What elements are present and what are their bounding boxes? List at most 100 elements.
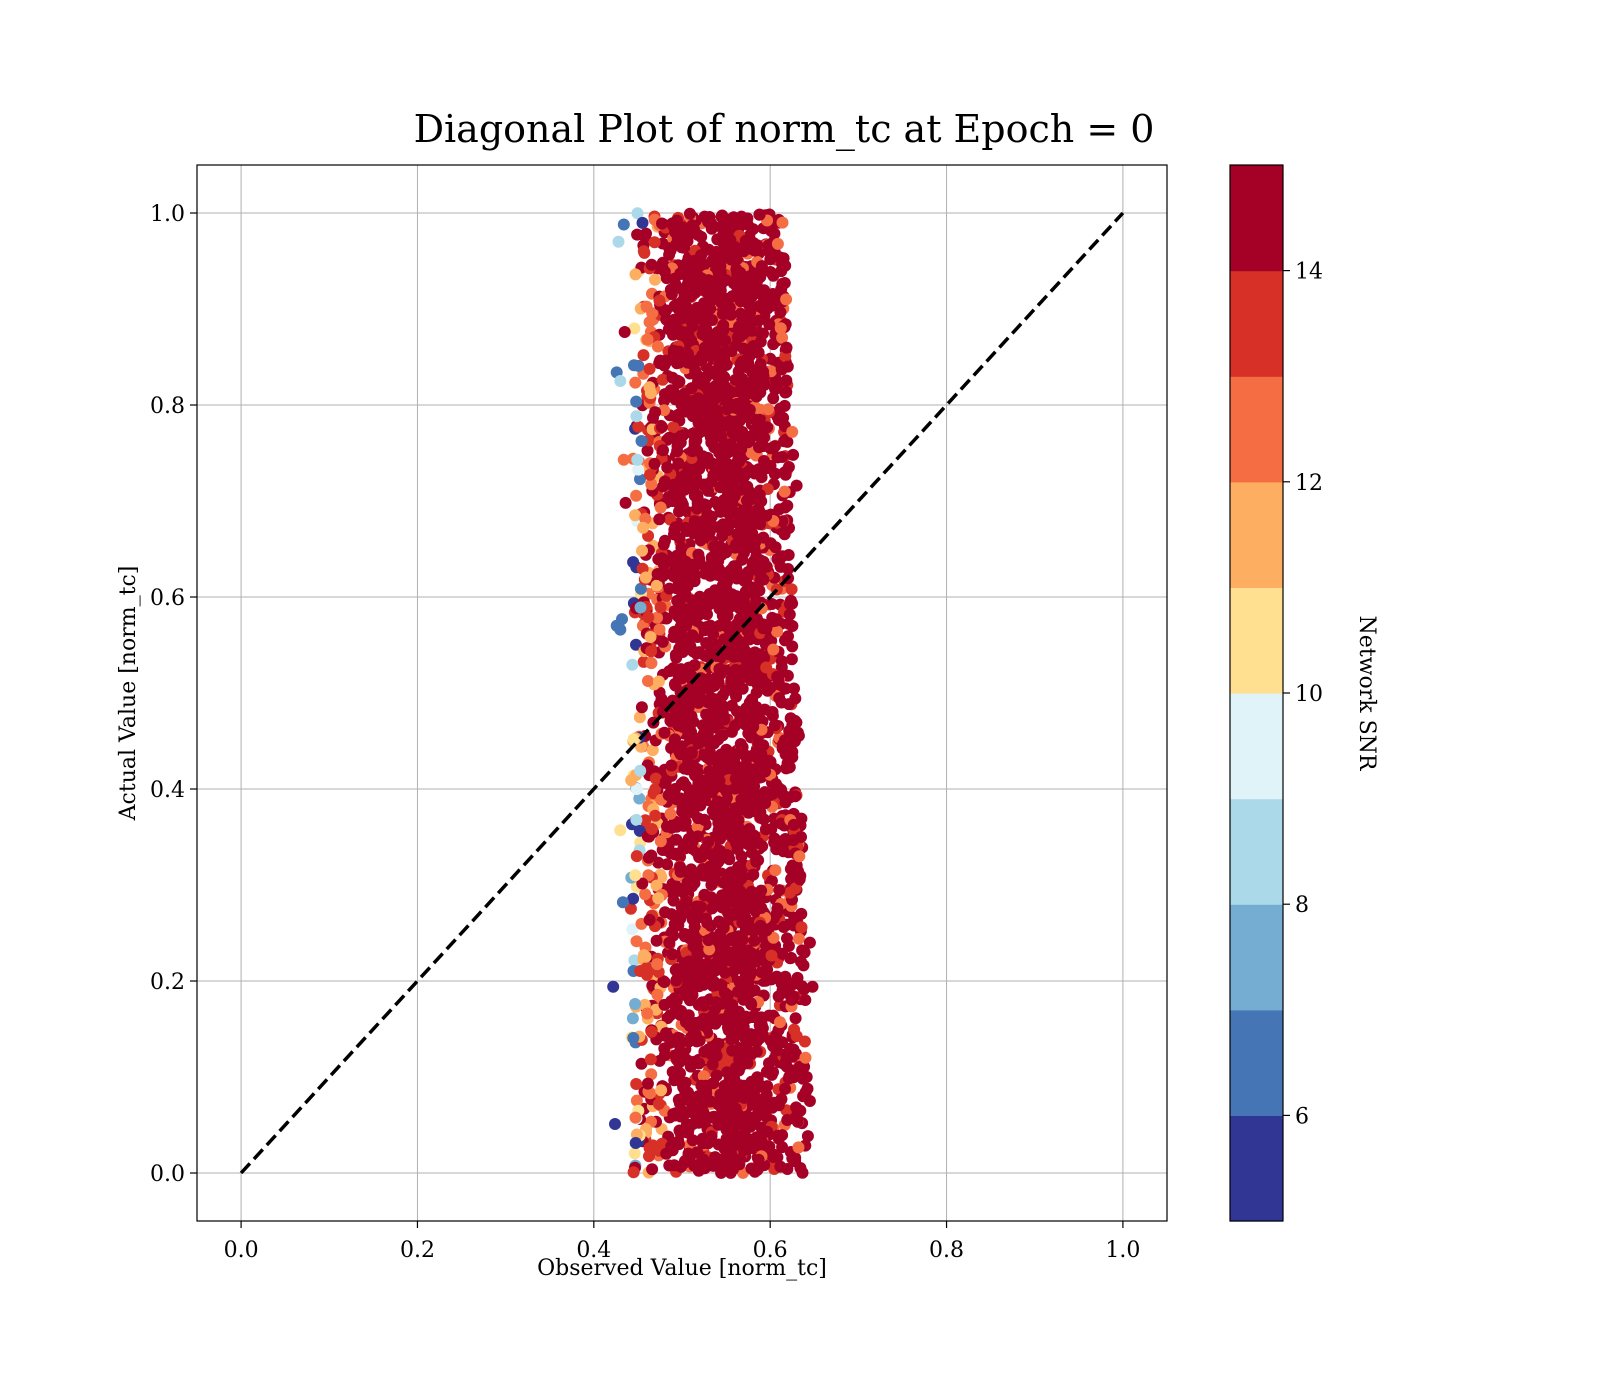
scatter-point	[718, 521, 731, 534]
scatter-point	[753, 1019, 766, 1032]
scatter-point	[635, 1057, 648, 1070]
scatter-point	[705, 222, 718, 235]
scatter-point	[709, 568, 722, 581]
scatter-point	[675, 778, 688, 790]
scatter-point	[793, 1060, 806, 1073]
scatter-point	[682, 1123, 695, 1136]
scatter-point	[692, 1116, 705, 1129]
scatter-point	[655, 421, 668, 433]
scatter-point	[703, 521, 716, 534]
scatter-point	[639, 512, 652, 525]
scatter-point	[765, 949, 778, 962]
scatter-point	[793, 873, 806, 886]
scatter-point	[775, 655, 788, 668]
scatter-point	[773, 692, 786, 705]
scatter-point	[666, 948, 679, 961]
scatter-point	[670, 709, 683, 721]
scatter-point	[688, 877, 701, 890]
colorbar-tick-label: 14	[1295, 260, 1323, 285]
scatter-point	[734, 709, 747, 722]
scatter-point	[752, 416, 765, 429]
x-tick-label: 0.8	[929, 1238, 964, 1263]
scatter-point	[761, 1080, 774, 1093]
scatter-point	[639, 888, 652, 901]
scatter-point	[762, 403, 775, 416]
scatter-point	[692, 812, 704, 825]
scatter-point	[674, 603, 687, 616]
scatter-point	[776, 331, 789, 344]
scatter-point	[612, 235, 625, 248]
scatter-point	[616, 613, 628, 626]
scatter-point	[747, 387, 759, 400]
scatter-point	[641, 1077, 654, 1090]
scatter-point	[632, 359, 645, 372]
scatter-point	[748, 934, 761, 947]
scatter-point	[780, 341, 793, 354]
scatter-point	[670, 214, 683, 227]
scatter-point	[733, 508, 746, 521]
scatter-point	[771, 902, 784, 915]
scatter-point	[697, 774, 710, 787]
scatter-point	[786, 425, 799, 438]
scatter-point	[760, 661, 773, 674]
scatter-point	[710, 597, 723, 610]
scatter-point	[626, 1012, 639, 1025]
scatter-point	[748, 1010, 761, 1023]
scatter-point	[709, 1151, 722, 1164]
scatter-point	[726, 1002, 739, 1015]
scatter-point	[760, 462, 773, 475]
scatter-point	[755, 471, 768, 484]
scatter-point	[803, 936, 816, 949]
scatter-point	[750, 1035, 763, 1048]
scatter-point	[678, 928, 691, 940]
scatter-point	[669, 847, 682, 860]
scatter-point	[667, 894, 680, 907]
scatter-point	[705, 786, 718, 799]
scatter-point	[787, 448, 800, 461]
scatter-point	[713, 663, 726, 675]
scatter-point	[704, 695, 717, 708]
scatter-point	[767, 787, 779, 800]
scatter-point	[737, 217, 750, 230]
scatter-point	[642, 611, 655, 624]
scatter-point	[658, 726, 671, 739]
scatter-point	[651, 958, 664, 971]
scatter-point	[721, 609, 734, 622]
scatter-point	[712, 1098, 725, 1111]
scatter-point	[714, 832, 726, 845]
scatter-point	[732, 1156, 745, 1169]
scatter-point	[732, 1011, 745, 1024]
scatter-point	[769, 614, 782, 627]
scatter-point	[651, 340, 664, 353]
scatter-point	[665, 759, 678, 772]
scatter-point	[762, 754, 775, 767]
scatter-point	[788, 682, 800, 695]
scatter-point	[716, 235, 729, 248]
scatter-point	[708, 976, 721, 989]
scatter-point	[704, 714, 717, 727]
scatter-point	[754, 518, 766, 531]
scatter-point	[789, 790, 802, 803]
scatter-point	[628, 322, 641, 335]
scatter-point	[806, 980, 819, 993]
scatter-point	[764, 681, 777, 694]
scatter-point	[676, 283, 689, 296]
scatter-point	[712, 1138, 725, 1151]
scatter-point	[630, 1078, 643, 1090]
scatter-point	[715, 1166, 728, 1179]
scatter-point	[663, 582, 676, 595]
scatter-point	[785, 653, 798, 666]
scatter-point	[799, 1051, 812, 1064]
scatter-point	[754, 811, 767, 824]
scatter-point	[668, 523, 681, 536]
scatter-point	[711, 866, 724, 878]
scatter-point	[720, 546, 732, 559]
scatter-point	[767, 643, 780, 656]
scatter-point	[776, 1141, 789, 1154]
scatter-point	[712, 1037, 725, 1050]
scatter-point	[718, 380, 731, 393]
scatter-point	[772, 414, 785, 426]
scatter-point	[726, 1044, 739, 1057]
scatter-point	[733, 650, 745, 663]
scatter-point	[745, 885, 758, 898]
